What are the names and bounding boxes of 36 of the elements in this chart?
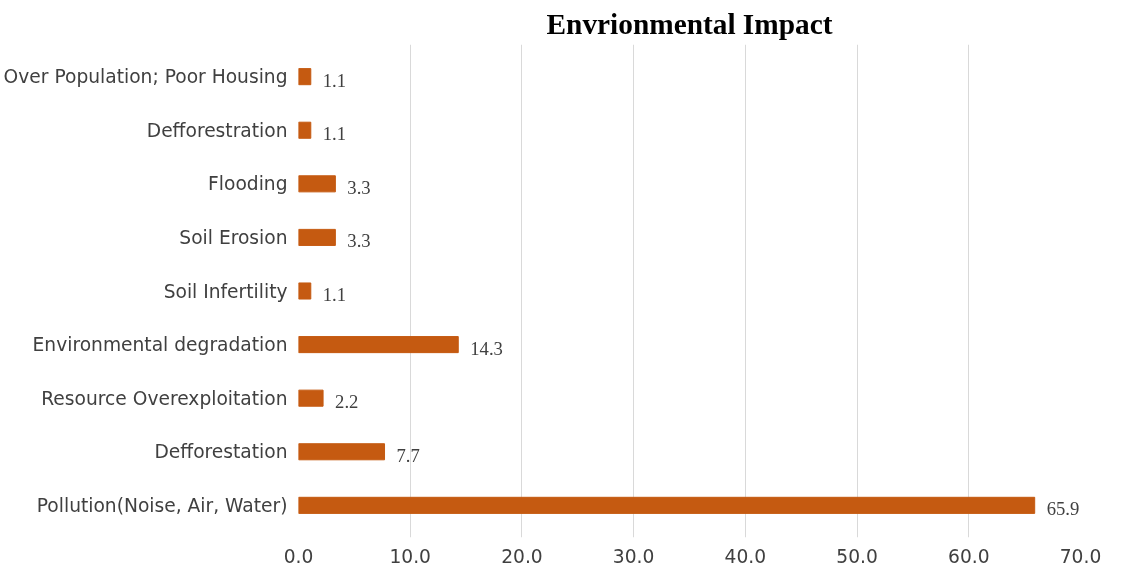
x-tick-label: 40.0 <box>724 545 767 567</box>
x-tick-label: 10.0 <box>389 545 431 567</box>
data-label: 3.3 <box>347 176 371 198</box>
data-label: 1.1 <box>322 69 347 91</box>
bar <box>298 282 312 300</box>
bar <box>298 443 386 461</box>
bar <box>298 68 312 86</box>
y-tick-label: Resource Overexploitation <box>41 387 288 409</box>
y-tick-label: Defforestation <box>154 441 288 463</box>
chart-title: Envrionmental Impact <box>546 7 833 40</box>
y-tick-label: Environmental degradation <box>32 334 288 356</box>
x-tick-label: 0.0 <box>283 545 314 567</box>
x-tick-label: 70.0 <box>1059 545 1102 567</box>
data-label: 7.7 <box>396 444 420 466</box>
data-label: 1.1 <box>322 284 347 305</box>
bar <box>298 496 1036 514</box>
bar <box>298 336 459 354</box>
data-label: 65.9 <box>1046 498 1080 520</box>
x-tick-label: 60.0 <box>948 545 990 567</box>
y-tick-label: Over Population; Poor Housing <box>3 66 288 88</box>
y-tick-label: Pollution(Noise, Air, Water) <box>36 494 288 516</box>
data-label: 2.2 <box>335 391 359 413</box>
y-tick-label: Soil Infertility <box>163 280 288 302</box>
bar <box>298 175 336 193</box>
bar <box>298 121 312 139</box>
data-label: 14.3 <box>470 337 503 359</box>
bar <box>298 228 336 246</box>
bar <box>298 389 324 407</box>
y-tick-label: Flooding <box>208 173 288 195</box>
y-tick-label: Defforestration <box>146 119 288 141</box>
data-label: 3.3 <box>347 230 371 252</box>
y-tick-label: Soil Erosion <box>179 226 288 248</box>
data-label: 1.1 <box>322 123 347 145</box>
x-tick-label: 30.0 <box>612 545 655 567</box>
x-tick-label: 20.0 <box>501 545 543 567</box>
x-tick-label: 50.0 <box>836 545 878 567</box>
